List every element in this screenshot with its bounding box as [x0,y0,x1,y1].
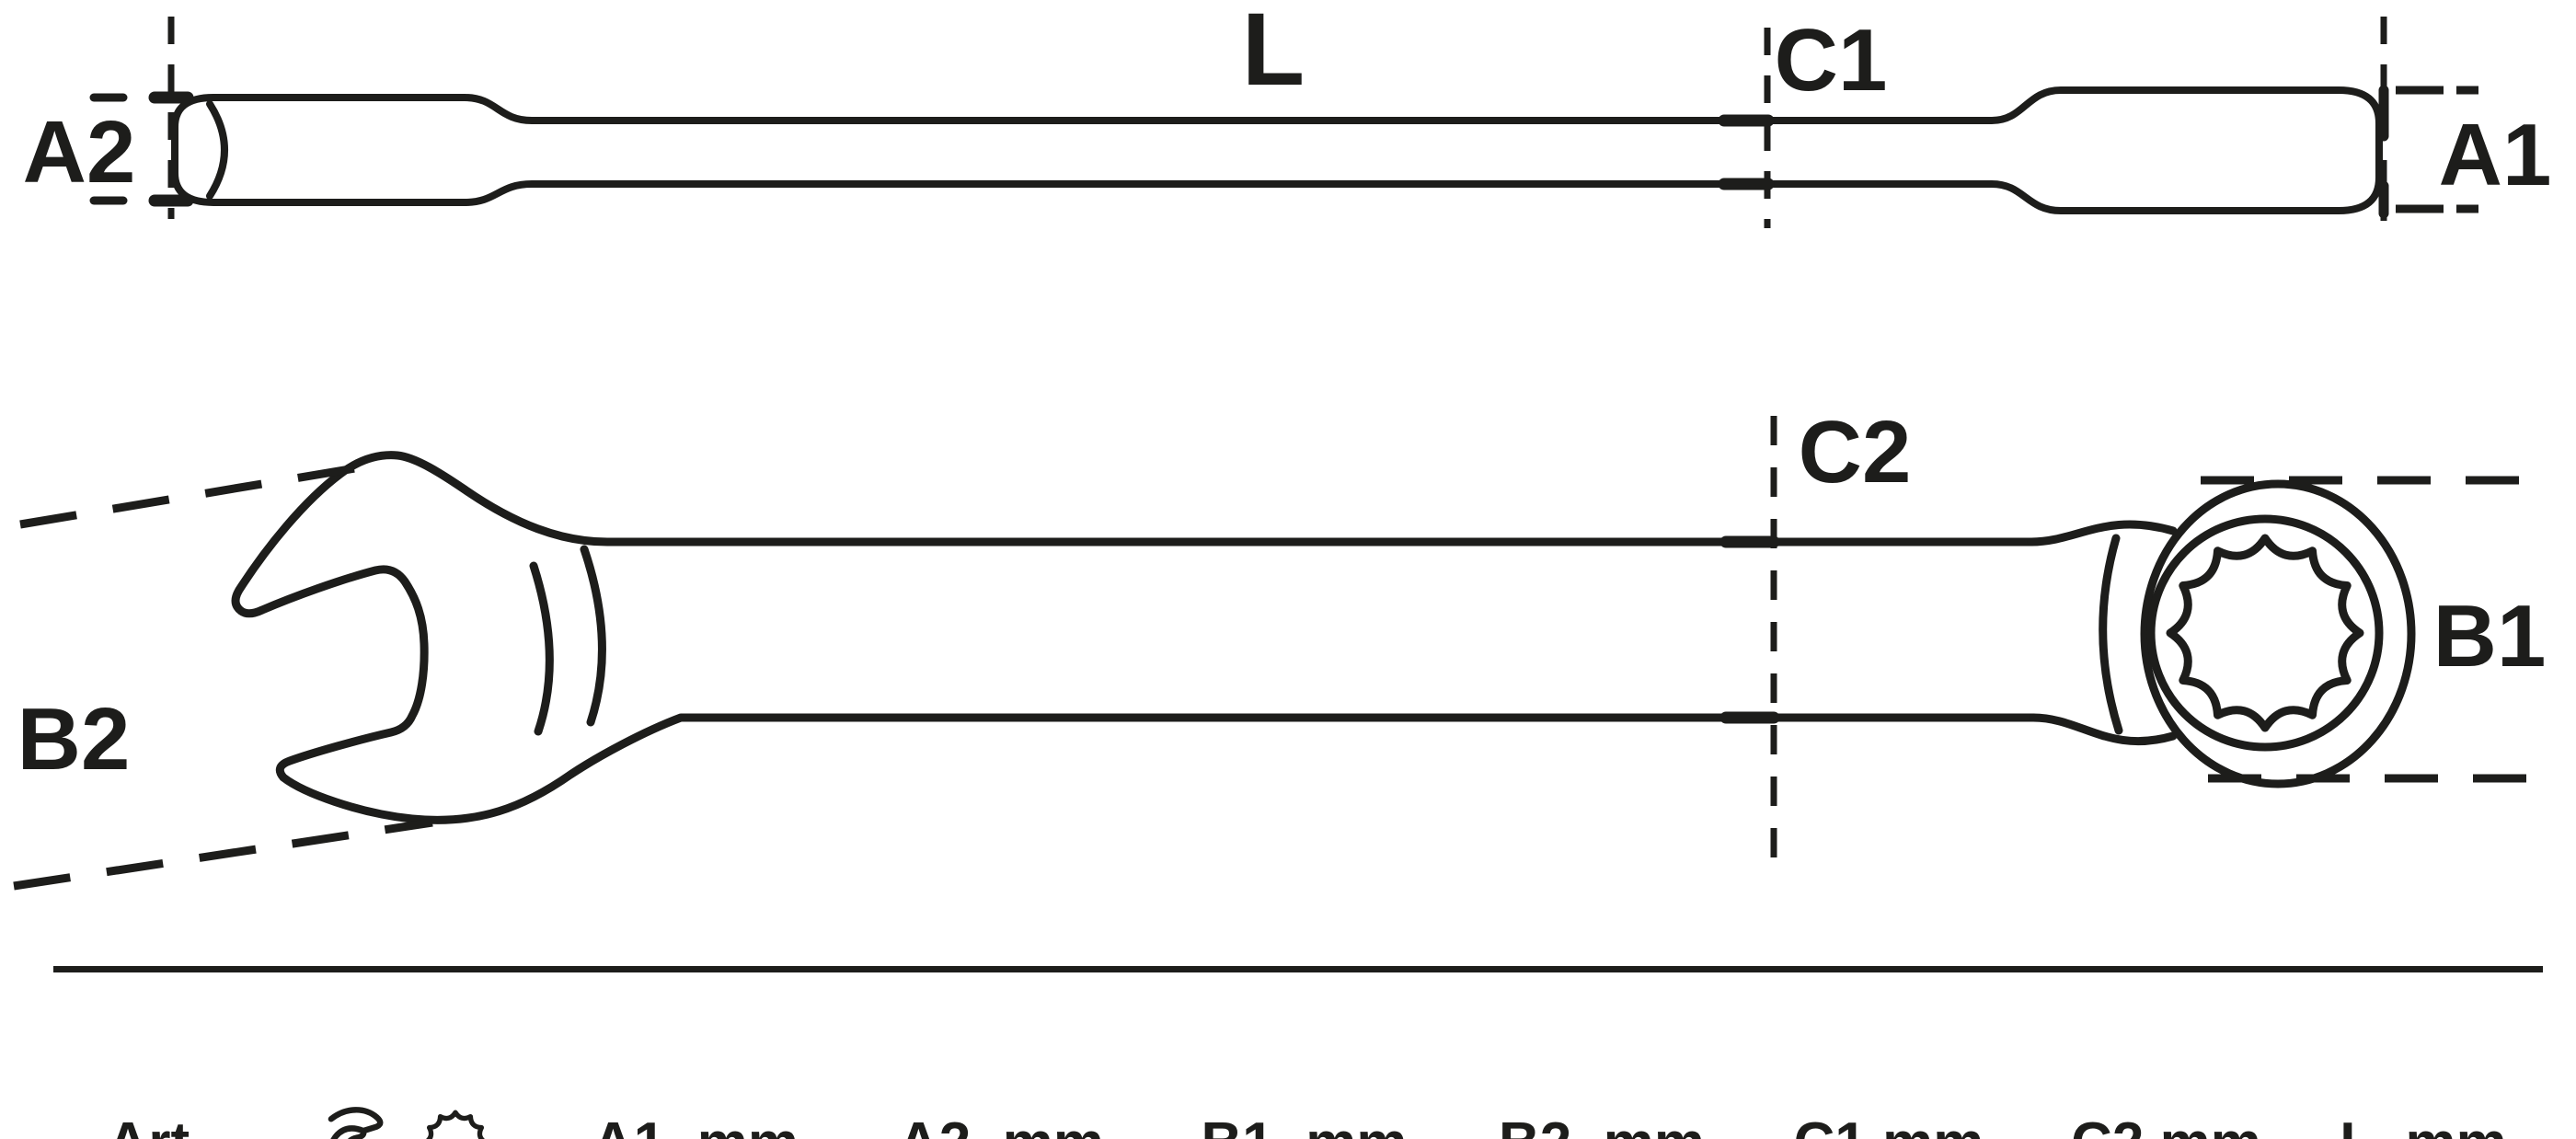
ring-outer-ellipse [2140,479,2416,788]
ring-collar-arc [2099,534,2123,735]
label-C1: C1 [1775,11,1888,109]
label-C2: C2 [1799,403,1912,501]
b2-dashed-top [19,463,362,529]
label-A2: A2 [23,103,136,201]
ring-neck-top [2027,520,2178,546]
b2-dashed-bottom [13,818,433,891]
spec-table: Art. A1 mm [53,966,2543,1139]
jaw-collar-arc-1 [529,561,554,736]
wrench-face-outline [231,451,2038,824]
header-l: L mm [2304,970,2543,1139]
ring-spanner-icon [426,1110,485,1139]
side-profile-view [89,17,2478,228]
ring-inner-circle [2146,514,2384,752]
table-header-row: Art. A1 mm [53,970,2543,1139]
ring-neck-bottom [2029,713,2178,746]
open-end-wrench-icon [328,1107,384,1139]
ring-twelve-point-profile [2166,534,2364,732]
header-a2: A2 mm [848,970,1154,1139]
label-L: L [1242,0,1305,107]
header-b2: B2 mm [1455,970,1749,1139]
header-size-icons [259,970,543,1139]
header-art: Art. [53,970,259,1139]
header-a1: A1 mm [543,970,848,1139]
left-head-inner-arc [206,100,228,200]
header-c2: C2 mm [2029,970,2304,1139]
header-c1: C1 mm [1749,970,2029,1139]
face-view [13,416,2550,891]
wrench-side-outline [171,86,2383,214]
spec-table-container: Art. A1 mm [53,966,2543,1139]
label-B1: B1 [2433,587,2547,685]
jaw-collar-arc-2 [580,545,606,727]
label-A1: A1 [2439,106,2552,204]
header-b1: B1 mm [1154,970,1455,1139]
label-B2: B2 [17,690,131,788]
